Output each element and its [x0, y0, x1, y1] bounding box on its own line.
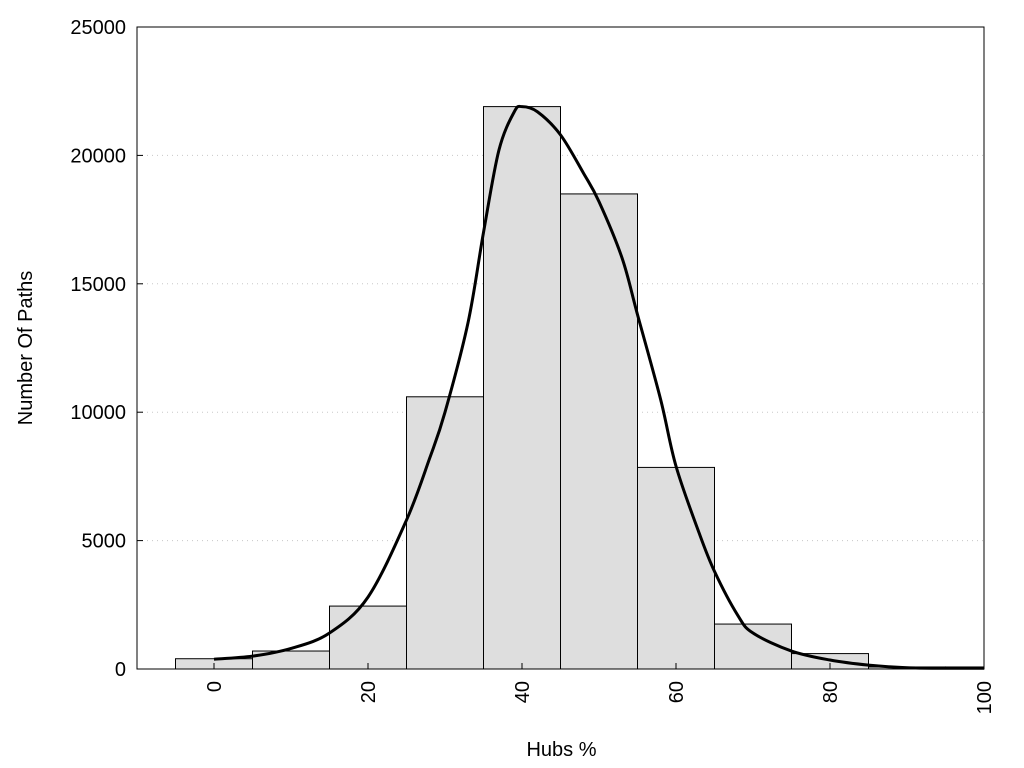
- bar: [560, 193, 638, 670]
- bar: [637, 466, 715, 670]
- y-axis-label: Number Of Paths: [15, 271, 37, 426]
- bars: [175, 106, 985, 670]
- density-curve: [213, 104, 985, 670]
- y-axis: 0 5000 10000 15000 20000 25000: [70, 17, 143, 681]
- x-axis-label: Hubs %: [526, 739, 596, 761]
- bar: [483, 106, 561, 670]
- y-tick-label: 25000: [70, 17, 126, 39]
- x-tick-label: 60: [666, 681, 688, 703]
- x-tick-label: 80: [820, 681, 842, 703]
- x-tick-label: 0: [204, 681, 226, 692]
- x-tick-label: 20: [358, 681, 380, 703]
- y-tick-label: 10000: [70, 402, 126, 424]
- x-tick-label: 100: [974, 681, 996, 714]
- grid-lines: [137, 154, 984, 542]
- y-tick-label: 15000: [70, 274, 126, 296]
- y-tick-label: 20000: [70, 145, 126, 167]
- x-tick-label: 40: [512, 681, 534, 703]
- y-tick-label: 5000: [82, 531, 127, 553]
- bar: [406, 396, 484, 670]
- x-axis: 0 20 40 60 80 100: [204, 663, 996, 714]
- plot-frame: [136, 26, 985, 670]
- bar: [329, 605, 407, 670]
- y-tick-label: 0: [115, 659, 126, 681]
